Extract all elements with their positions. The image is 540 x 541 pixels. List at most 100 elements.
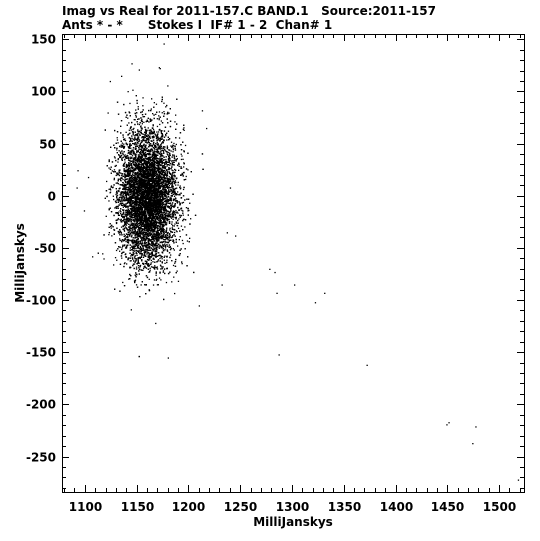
data-point (131, 227, 133, 230)
data-point (149, 149, 151, 151)
data-point (153, 279, 156, 281)
data-point (123, 199, 125, 201)
data-point (173, 225, 175, 227)
data-point (163, 239, 165, 241)
data-point (105, 215, 107, 217)
data-point (163, 187, 165, 189)
data-point (144, 235, 146, 237)
data-point (182, 201, 185, 204)
data-point (179, 186, 181, 189)
data-point (159, 158, 161, 160)
data-point (154, 174, 157, 176)
data-point (152, 250, 154, 252)
data-point (172, 170, 174, 172)
data-point (127, 175, 130, 177)
data-point (161, 158, 164, 160)
data-point (123, 163, 126, 165)
data-point (150, 238, 152, 241)
data-point (152, 151, 154, 154)
data-point (155, 175, 158, 178)
data-point (142, 97, 144, 99)
data-point (182, 128, 184, 130)
data-point (156, 239, 158, 241)
data-point (166, 175, 168, 177)
data-point (186, 240, 189, 242)
data-point (162, 227, 164, 229)
data-point (121, 157, 123, 159)
data-point (147, 134, 149, 136)
data-point (160, 131, 162, 133)
data-point (137, 265, 140, 267)
data-point (152, 129, 155, 131)
data-point (130, 180, 132, 182)
data-point (138, 123, 141, 126)
data-point (156, 185, 158, 187)
data-point (174, 168, 176, 171)
data-point (174, 223, 176, 225)
data-point (166, 176, 168, 178)
data-point (173, 172, 175, 174)
data-point (136, 168, 139, 170)
data-point (166, 139, 168, 141)
data-point (143, 148, 145, 150)
data-point (138, 146, 140, 148)
data-point (149, 232, 151, 234)
data-point (126, 205, 128, 208)
data-point (144, 266, 146, 268)
data-point (135, 177, 137, 180)
data-point (141, 118, 143, 121)
data-point (132, 142, 134, 145)
data-point (137, 250, 140, 252)
data-point (135, 184, 137, 186)
data-point (117, 205, 119, 207)
data-point (171, 212, 174, 214)
data-point (157, 237, 159, 239)
data-point (133, 153, 135, 155)
data-point (163, 179, 165, 181)
data-point (144, 234, 146, 236)
data-point (134, 215, 136, 217)
data-point (151, 227, 153, 229)
data-point (141, 163, 143, 165)
data-point (144, 146, 147, 148)
data-point (120, 208, 122, 210)
data-point (128, 167, 130, 169)
data-point (150, 145, 152, 147)
data-point (133, 242, 135, 244)
data-points (76, 43, 520, 481)
data-point (164, 255, 166, 257)
data-point (126, 183, 129, 185)
data-point (122, 251, 124, 253)
data-point (142, 191, 144, 193)
data-point (129, 102, 131, 105)
data-point (117, 158, 119, 161)
data-point (129, 214, 131, 216)
data-point (158, 238, 160, 240)
data-point (144, 141, 147, 143)
data-point (185, 207, 188, 209)
data-point (164, 187, 166, 189)
data-point (134, 232, 136, 234)
data-point (164, 213, 166, 216)
data-point (124, 194, 126, 197)
data-point (126, 169, 128, 171)
data-point (125, 131, 127, 133)
data-point (123, 193, 125, 195)
data-point (150, 189, 153, 191)
data-point (163, 189, 165, 191)
data-point (131, 230, 133, 232)
data-point (152, 207, 154, 210)
data-point (123, 209, 125, 211)
data-point (166, 237, 168, 240)
data-point (143, 200, 145, 202)
data-point (140, 212, 142, 215)
data-point (131, 217, 133, 219)
data-point (170, 209, 172, 211)
data-point (169, 164, 171, 166)
data-point (142, 139, 144, 141)
data-point (164, 171, 167, 173)
data-point (130, 202, 132, 204)
data-point (136, 252, 138, 255)
data-point (129, 231, 131, 233)
data-point (142, 204, 145, 206)
